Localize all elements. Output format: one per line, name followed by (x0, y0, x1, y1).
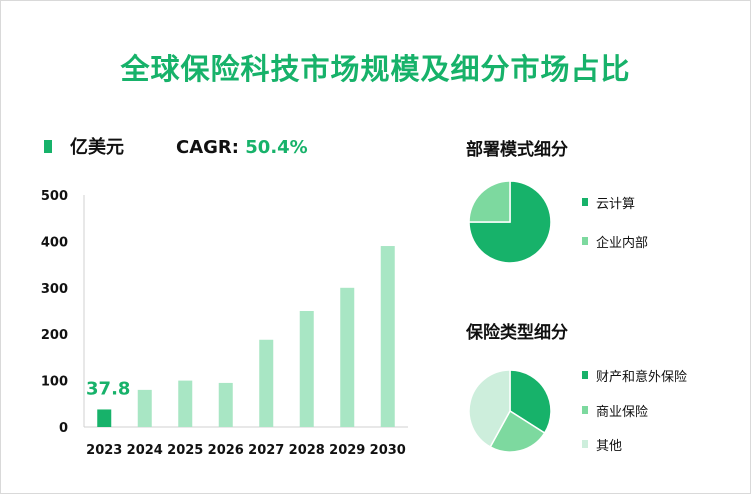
legend-label: 企业内部 (596, 236, 649, 251)
x-tick-label: 2025 (167, 443, 203, 458)
legend-swatch (582, 440, 588, 448)
pie-slice-其他 (468, 369, 511, 448)
x-tick-label: 2029 (329, 443, 365, 458)
pie-slice-企业内部 (468, 180, 511, 223)
y-tick-label: 400 (41, 235, 68, 250)
legend-label: 财产和意外保险 (596, 370, 688, 385)
bar-2024 (137, 389, 152, 427)
legend-swatch (582, 237, 588, 245)
bar-2025 (178, 380, 193, 427)
x-tick-label: 2026 (208, 443, 244, 458)
legend-label: 其他 (596, 439, 623, 454)
y-tick-label: 500 (41, 189, 68, 204)
bar-2026 (218, 382, 233, 427)
legend-label: 云计算 (596, 197, 636, 212)
x-tick-label: 2027 (248, 443, 284, 458)
pie-chart-insurance-type (468, 369, 552, 453)
pie-slice-云计算 (468, 180, 552, 264)
legend-swatch (582, 371, 588, 379)
x-tick-label: 2030 (370, 443, 406, 458)
cagr-text: CAGR: 50.4% (176, 137, 308, 158)
legend-label: 商业保险 (596, 405, 649, 420)
pie1-title: 部署模式细分 (466, 140, 568, 160)
x-tick-label: 2028 (289, 443, 325, 458)
cagr-label: CAGR: (176, 137, 239, 158)
cagr-value: 50.4% (245, 137, 308, 158)
bar-2027 (259, 339, 274, 427)
x-tick-label: 2023 (86, 443, 122, 458)
bar-2023 (97, 409, 112, 427)
bar-2028 (299, 311, 314, 427)
x-tick-label: 2024 (127, 443, 163, 458)
unit-label: 亿美元 (70, 137, 124, 158)
y-tick-label: 0 (59, 421, 68, 436)
bar-chart: 0 100 200 300 400 500 2023 2024 2025 2026 2027 2028… (41, 189, 408, 458)
pie-slice-商业保险 (489, 409, 546, 453)
data-label-2023: 37.8 (86, 378, 130, 399)
pie2-title: 保险类型细分 (466, 323, 568, 343)
unit-legend-swatch (44, 140, 52, 153)
y-tick-label: 300 (41, 282, 68, 297)
y-tick-label: 200 (41, 328, 68, 343)
bar-2030 (380, 246, 395, 427)
bar-2029 (340, 287, 355, 427)
pie-chart-deployment (468, 180, 552, 264)
legend-swatch (582, 406, 588, 414)
legend-swatch (582, 198, 588, 206)
y-tick-label: 100 (41, 375, 68, 390)
page-title: 全球保险科技市场规模及细分市场占比 (120, 52, 631, 86)
